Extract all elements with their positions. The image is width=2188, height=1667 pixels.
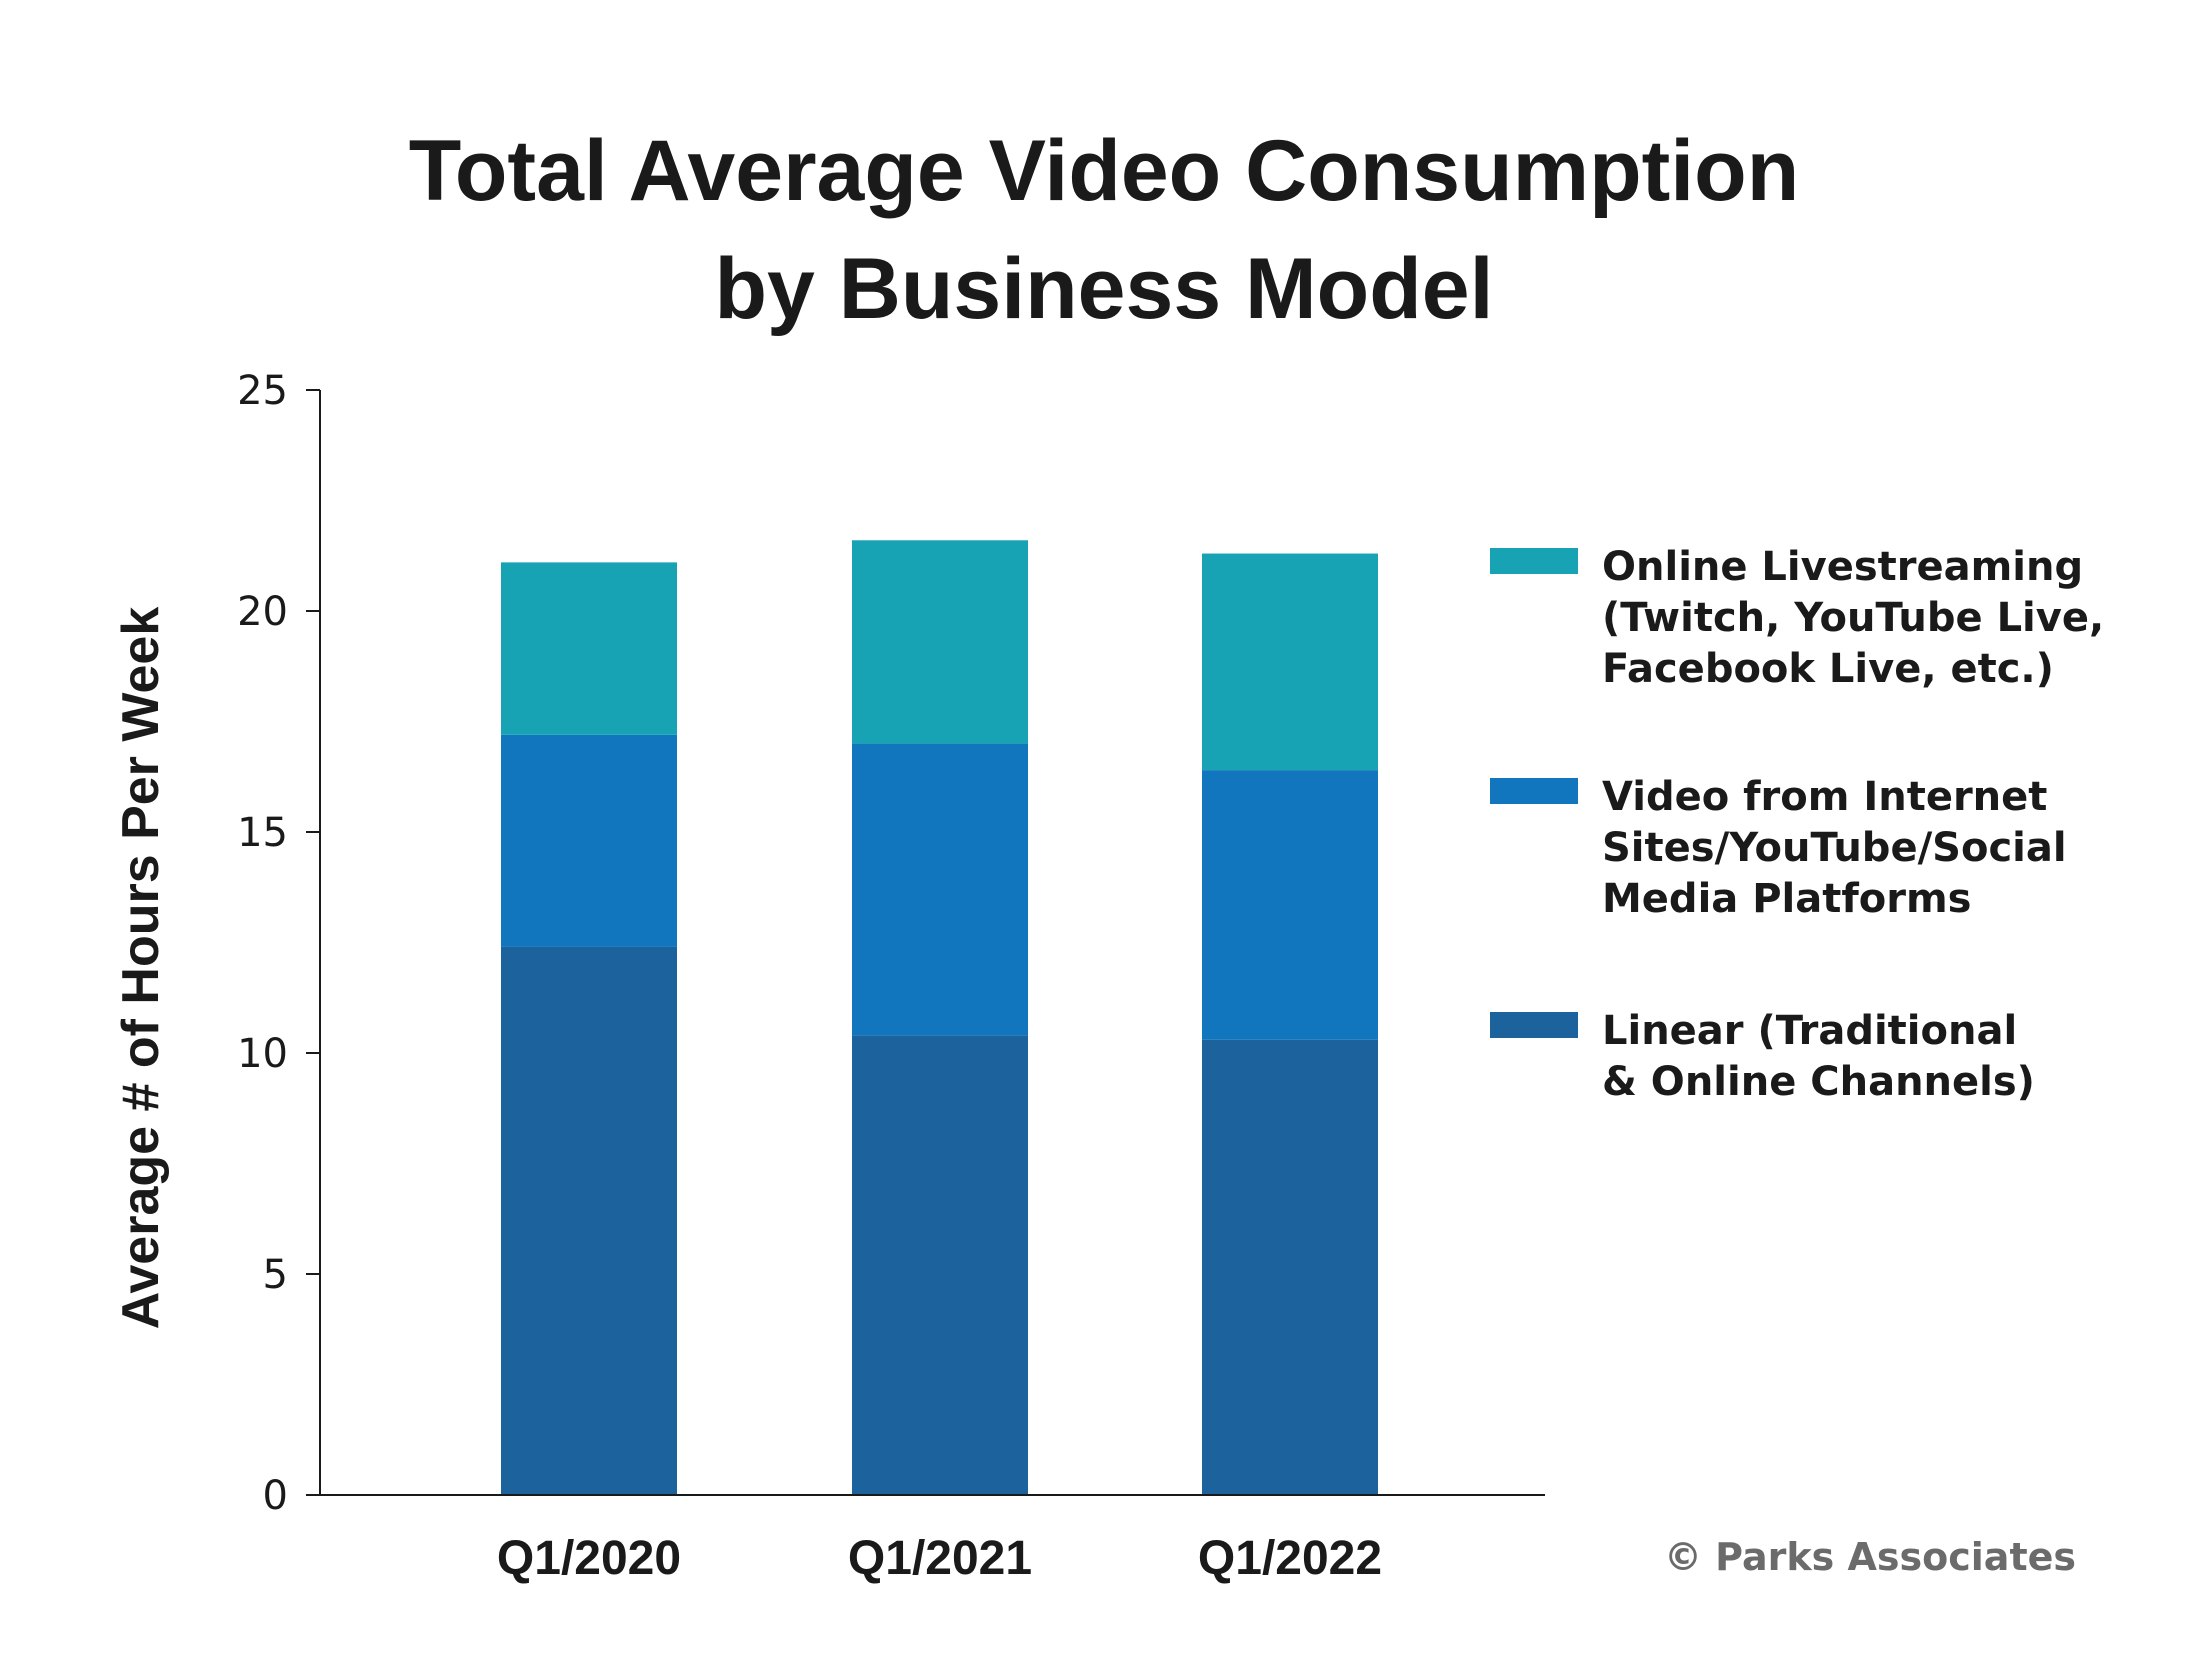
legend-label-1: Linear (Traditional bbox=[1602, 1008, 2017, 1054]
y-axis-title: Average # of Hours Per Week bbox=[112, 607, 170, 1330]
chart-title-line-2: by Business Model bbox=[715, 241, 1494, 337]
legend-label-2: Media Platforms bbox=[1602, 876, 1971, 922]
source-credit: © Parks Associates bbox=[1664, 1535, 2076, 1579]
bar-segment-3-1 bbox=[501, 562, 677, 735]
x-category-label: Q1/2021 bbox=[848, 1532, 1032, 1585]
y-tick-label: 5 bbox=[263, 1252, 288, 1298]
bar-segment-2-3 bbox=[1202, 770, 1378, 1040]
y-tick-label: 20 bbox=[237, 589, 288, 635]
axes-layer: 0 5 10 15 20 25 Q1/2020 Q1/2021 Q1/2022 bbox=[237, 368, 1545, 1585]
bar-segment-2-1 bbox=[501, 734, 677, 947]
y-tick-label: 0 bbox=[263, 1473, 288, 1519]
y-tick-label: 15 bbox=[237, 810, 288, 856]
legend-label-2: Sites/YouTube/Social bbox=[1602, 825, 2067, 871]
chart-title: Total Average Video Consumption by Busin… bbox=[409, 123, 1800, 337]
legend: Online Livestreaming (Twitch, YouTube Liv… bbox=[1490, 544, 2104, 1105]
legend-label-2: Video from Internet bbox=[1602, 774, 2047, 820]
legend-swatch-2 bbox=[1490, 778, 1578, 804]
bar-segment-3-2 bbox=[852, 540, 1028, 744]
bar-segment-1-2 bbox=[852, 1035, 1028, 1495]
legend-label-3: Online Livestreaming bbox=[1602, 544, 2083, 590]
legend-label-3: (Twitch, YouTube Live, bbox=[1602, 595, 2104, 641]
x-category-label: Q1/2022 bbox=[1198, 1532, 1382, 1585]
legend-swatch-3 bbox=[1490, 548, 1578, 574]
bar-segment-2-2 bbox=[852, 743, 1028, 1036]
legend-label-1: & Online Channels) bbox=[1602, 1059, 2035, 1105]
bar-segment-3-3 bbox=[1202, 553, 1378, 771]
legend-label-3: Facebook Live, etc.) bbox=[1602, 646, 2054, 692]
x-category-label: Q1/2020 bbox=[497, 1532, 681, 1585]
bar-segment-1-3 bbox=[1202, 1039, 1378, 1495]
legend-swatch-1 bbox=[1490, 1012, 1578, 1038]
y-tick-label: 25 bbox=[237, 368, 288, 414]
chart-title-line-1: Total Average Video Consumption bbox=[409, 123, 1800, 219]
bars-layer bbox=[501, 540, 1378, 1495]
bar-segment-1-1 bbox=[501, 946, 677, 1495]
y-tick-label: 10 bbox=[237, 1031, 288, 1077]
